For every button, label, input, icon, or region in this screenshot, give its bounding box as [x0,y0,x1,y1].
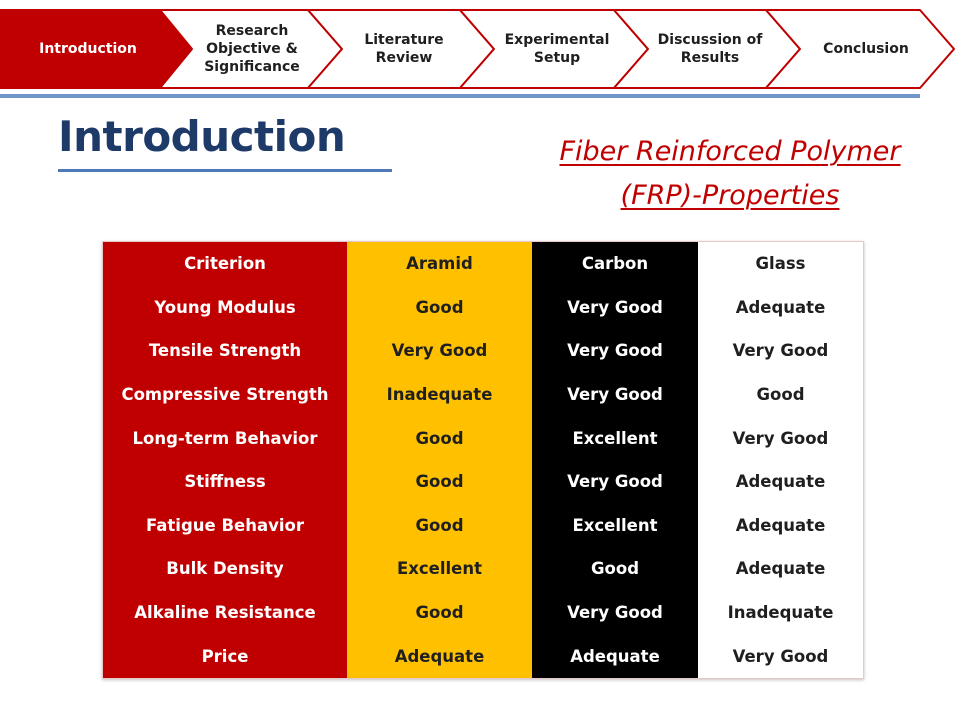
progress-nav: Introduction Research Objective & Significa… [0,0,960,100]
frp-properties-table: Criterion Aramid Carbon Glass Young Modulus G… [102,241,864,679]
table-cell: Adequate [698,547,863,591]
subtitle-line-1: Fiber Reinforced Polymer [559,136,901,167]
table-header-cell: Aramid [347,242,532,286]
nav-step-chevron [0,9,193,89]
table-row: Price Adequate Adequate Very Good [103,634,863,678]
table-cell: Tensile Strength [103,329,347,373]
table-row: Young Modulus Good Very Good Adequate [103,285,863,330]
nav-step-6[interactable]: Conclusion [797,10,935,88]
table-cell: Very Good [532,459,698,504]
table-cell: Very Good [532,590,698,635]
header-divider [0,94,920,98]
table-cell: Good [347,416,532,460]
table-cell: Good [347,503,532,548]
nav-step-1[interactable]: Introduction [8,10,168,88]
table-header-cell: Carbon [532,242,698,286]
nav-step-4[interactable]: Experimental Setup [492,10,622,88]
nav-step-5[interactable]: Discussion of Results [645,10,775,88]
nav-step-label: Research Objective & Significance [204,22,300,76]
table-cell: Excellent [532,503,698,548]
nav-step-label: Experimental Setup [505,31,610,67]
table-cell: Inadequate [347,372,532,417]
table-row: Long-term Behavior Good Excellent Very Good [103,416,863,460]
table-cell: Adequate [698,503,863,548]
table-cell: Good [347,285,532,330]
nav-step-label: Introduction [39,40,137,58]
table-cell: Alkaline Resistance [103,590,347,635]
nav-step-3[interactable]: Literature Review [340,10,468,88]
nav-step-label-line: Discussion of [657,32,763,48]
nav-step-2[interactable]: Research Objective & Significance [188,10,316,88]
table-row: Tensile Strength Very Good Very Good Very G… [103,329,863,373]
table-cell: Adequate [698,459,863,504]
table-cell: Very Good [532,285,698,330]
table-cell: Young Modulus [103,285,347,330]
table-row: Fatigue Behavior Good Excellent Adequate [103,503,863,548]
nav-step-label-line: Objective & [206,41,298,57]
nav-step-label: Discussion of Results [658,31,763,67]
table-cell: Stiffness [103,459,347,504]
table-cell: Good [532,547,698,591]
table-row: Stiffness Good Very Good Adequate [103,459,863,504]
table-header-cell: Glass [698,242,863,286]
nav-step-label-line: Literature [364,32,444,48]
subtitle-line-2: (FRP)-Properties [620,180,840,211]
table-cell: Good [347,590,532,635]
table-cell: Adequate [698,285,863,330]
table-cell: Compressive Strength [103,372,347,417]
table-cell: Excellent [347,547,532,591]
nav-step-label-line: Review [375,50,433,66]
nav-step-label: Conclusion [823,40,909,58]
table-cell: Price [103,634,347,678]
table-cell: Very Good [698,329,863,373]
title-underline [58,169,392,172]
nav-step-label-line: Experimental [504,32,610,48]
nav-step-label-line: Significance [204,59,300,75]
table-header-row: Criterion Aramid Carbon Glass [103,242,863,286]
table-cell: Fatigue Behavior [103,503,347,548]
nav-step-label-line: Results [680,50,740,66]
slide-subtitle: Fiber Reinforced Polymer (FRP)-Propertie… [520,130,940,218]
table-cell: Adequate [532,634,698,678]
table-cell: Bulk Density [103,547,347,591]
table-row: Compressive Strength Inadequate Very Good G… [103,372,863,417]
table-header-cell: Criterion [103,242,347,286]
table-row: Bulk Density Excellent Good Adequate [103,547,863,591]
table-row: Alkaline Resistance Good Very Good Inadequa… [103,590,863,635]
nav-step-chevron [765,9,955,89]
progress-nav-chevrons [0,9,955,89]
table-cell: Very Good [347,329,532,373]
table-cell: Adequate [347,634,532,678]
table-cell: Long-term Behavior [103,416,347,460]
table-cell: Very Good [532,329,698,373]
table-cell: Very Good [698,416,863,460]
table-cell: Very Good [532,372,698,417]
table-cell: Very Good [698,634,863,678]
page-title: Introduction [58,112,346,161]
nav-step-label: Literature Review [364,31,443,67]
nav-step-label-line: Conclusion [823,41,909,57]
table-cell: Good [347,459,532,504]
table-cell: Excellent [532,416,698,460]
nav-step-label-line: Introduction [39,41,137,57]
table-cell: Inadequate [698,590,863,635]
nav-step-label-line: Setup [533,50,581,66]
nav-step-label-line: Research [215,23,289,39]
table-cell: Good [698,372,863,417]
